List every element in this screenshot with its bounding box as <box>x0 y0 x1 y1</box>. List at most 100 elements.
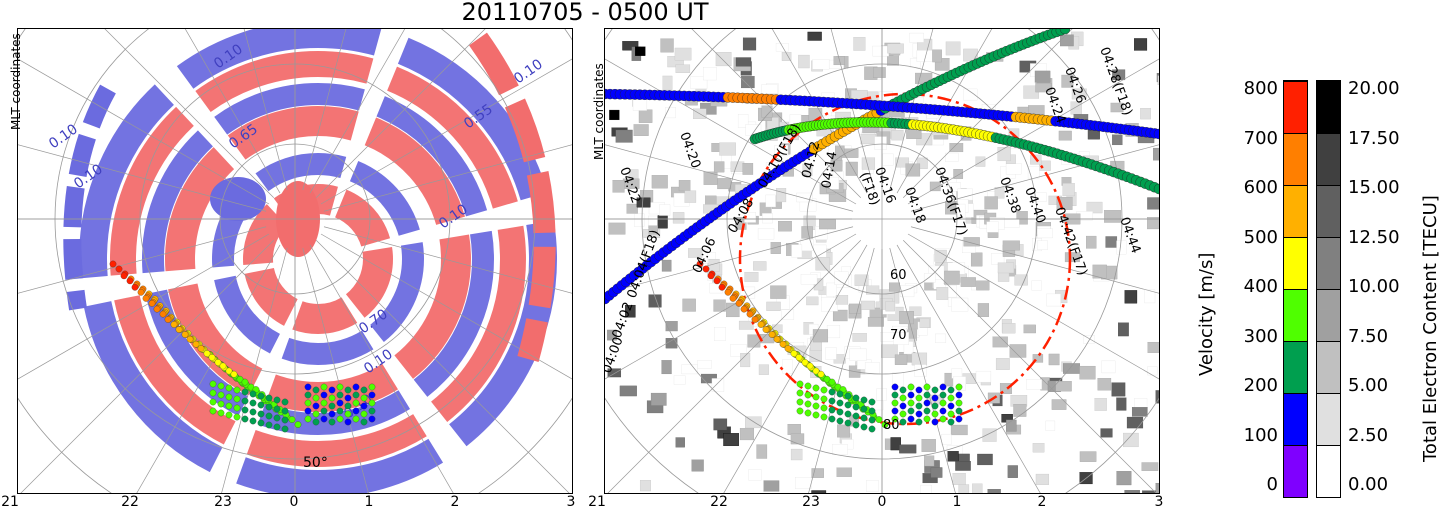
tec-cell <box>972 483 983 493</box>
velocity-vector <box>881 421 889 428</box>
colorbar-segment <box>1317 445 1340 497</box>
tec-cell <box>997 262 1015 274</box>
tec-cell <box>811 490 827 493</box>
velocity-vector <box>860 423 868 431</box>
velocity-vector <box>844 392 852 400</box>
velocity-vector <box>868 416 876 424</box>
velocity-vector <box>312 386 320 394</box>
velocity-vector <box>923 383 931 391</box>
velocity-vector <box>257 401 265 409</box>
mlt-meridian <box>771 29 868 194</box>
tec-cell <box>1039 160 1051 171</box>
tec-cell <box>826 282 837 297</box>
velocity-vector <box>336 399 344 407</box>
velocity-vector <box>203 350 211 357</box>
velocity-vector <box>955 407 963 415</box>
tec-cell <box>661 360 672 375</box>
tec-cell <box>1062 183 1075 197</box>
velocity-vector <box>344 394 352 402</box>
tec-cell <box>697 360 712 369</box>
tec-cell <box>766 301 781 311</box>
tec-cell <box>770 285 787 299</box>
velocity-vector <box>137 288 145 296</box>
tec-cell <box>659 204 671 216</box>
trajectory-label: 04:18 <box>901 185 928 225</box>
tec-cell <box>1110 102 1124 113</box>
tec-cell <box>661 259 672 272</box>
colorbar-segment <box>1317 393 1340 445</box>
velocity-vector <box>828 378 836 386</box>
tec-cell <box>765 194 776 208</box>
tec-cell <box>735 217 747 230</box>
velocity-vector <box>304 407 312 415</box>
velocity-vector <box>784 345 792 352</box>
tec-cell <box>1055 381 1072 392</box>
velocity-vector <box>368 383 376 391</box>
tec-cell <box>665 321 678 332</box>
mlt-meridian <box>104 29 275 199</box>
tec-cell <box>801 226 813 239</box>
tec-cell <box>673 375 686 385</box>
velocity-colorbar <box>1283 80 1308 498</box>
left-x-tick: 21 <box>1 494 19 510</box>
velocity-vector <box>115 265 123 273</box>
tec-cell <box>1013 404 1027 417</box>
tec-cell <box>834 271 849 285</box>
potential-contour-band <box>110 51 526 467</box>
tec-cell <box>947 182 961 192</box>
velocity-vector <box>891 383 899 391</box>
left-x-tick: 0 <box>289 494 299 510</box>
tec-cell <box>1009 344 1027 358</box>
tec-cell <box>1032 354 1044 363</box>
velocity-vector <box>812 411 820 419</box>
tec-cell <box>607 368 622 378</box>
tec-cell <box>1002 323 1016 334</box>
velocity-vector <box>312 410 320 418</box>
tec-cell <box>1118 322 1129 337</box>
velocity-vector <box>249 417 257 425</box>
tec-cell <box>738 320 754 330</box>
velocity-vector <box>735 300 743 307</box>
velocity-vector <box>844 419 852 427</box>
velocity-vector <box>796 407 804 415</box>
velocity-vector <box>907 415 915 423</box>
tec-cell <box>1134 398 1148 409</box>
mlt-meridian <box>889 247 956 493</box>
tec-cell <box>986 221 999 233</box>
velocity-vector <box>796 380 804 388</box>
tec-cell <box>761 105 773 118</box>
tec-cell <box>648 294 662 308</box>
tec-cell <box>781 52 792 61</box>
left-polar-panel: 0.10 0.10 0.10 0.10 0.65 0.10 0.70 0.10 0.10 0.55… <box>17 28 573 494</box>
velocity-vector <box>801 359 809 366</box>
tec-cell <box>860 133 877 145</box>
tec-cell <box>1007 465 1018 478</box>
mlt-meridian <box>315 29 486 199</box>
tec-cell <box>1141 462 1159 471</box>
velocity-vector <box>217 391 225 399</box>
tec-cell <box>735 57 752 67</box>
tec-cell <box>1045 420 1056 431</box>
tec-tick: 10.00 <box>1348 276 1400 297</box>
tec-tick: 2.50 <box>1348 424 1389 446</box>
left-x-tick: 1 <box>364 494 374 510</box>
tec-cell <box>675 437 685 448</box>
tec-cell <box>742 37 757 51</box>
velocity-vector <box>955 391 963 399</box>
velocity-vector <box>273 414 281 422</box>
velocity-vector <box>868 407 876 415</box>
velocity-vector <box>923 415 931 423</box>
velocity-vector <box>352 407 360 415</box>
tec-cell <box>890 437 901 451</box>
velocity-vector <box>209 398 217 406</box>
colorbar-segment <box>1317 185 1340 237</box>
velocity-vector <box>181 331 189 338</box>
velocity-vector <box>241 397 249 405</box>
velocity-vector <box>820 386 828 394</box>
tec-cell <box>636 197 651 208</box>
tec-cell <box>1144 289 1156 304</box>
colorbar-segment <box>1317 133 1340 185</box>
tec-cell <box>936 287 949 300</box>
mlt-meridian <box>221 247 288 493</box>
tec-cell <box>672 212 685 224</box>
